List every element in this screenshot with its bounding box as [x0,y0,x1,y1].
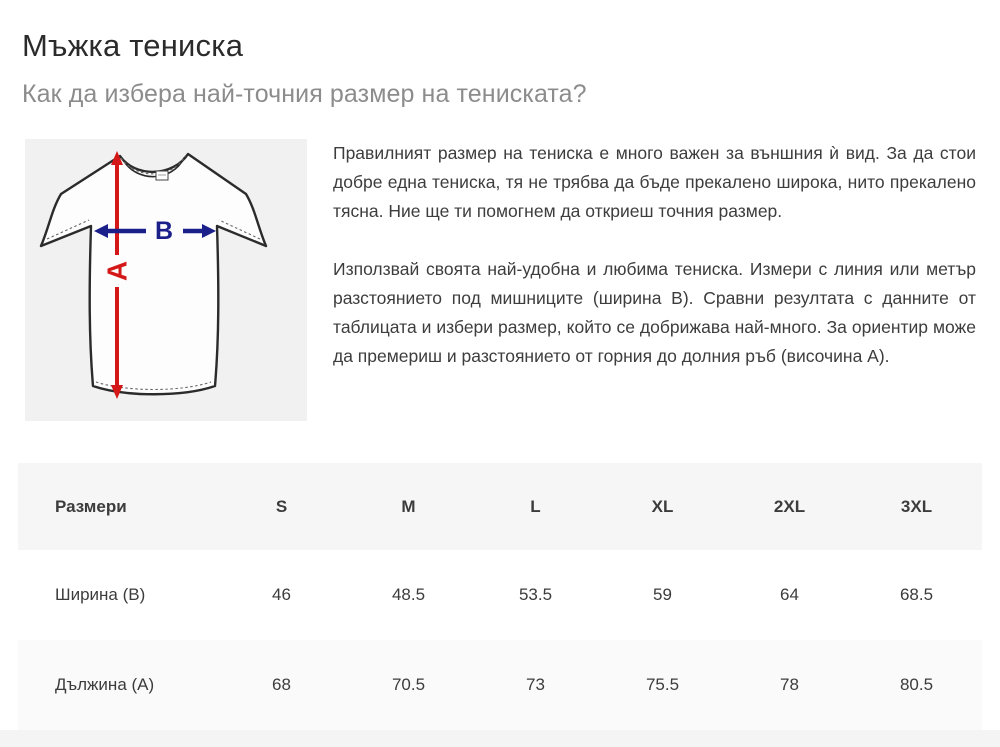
width-value-s: 46 [272,585,291,604]
intro-paragraph-2: Използвай своята най-удобна и любима тен… [333,259,976,366]
width-value-m: 48.5 [391,585,426,604]
footer-strip [0,730,1000,747]
page-subtitle: Как да избера най-точния размер на тенис… [22,80,587,108]
header-sizes: Размери [55,496,127,516]
width-label-b: B [155,217,173,245]
height-arrow-a: A [102,151,133,399]
header-size-3xl: 3XL [900,496,933,516]
header-size-m: M [401,496,416,516]
size-table-header-row: Размери S M L XL 2XL 3XL [18,463,982,550]
header-size-l: L [530,496,541,516]
tshirt-measurement-diagram: A B [25,139,307,421]
table-row-width: Ширина (B) 46 48.5 53.5 59 64 68.5 [18,550,982,640]
tshirt-diagram-image: A B [39,151,268,399]
intro-text: Правилният размер на тениска е много важ… [333,139,976,400]
length-value-3xl: 80.5 [899,675,934,694]
width-value-l: 53.5 [518,585,553,604]
row-label-length: Дължина (A) [55,675,155,694]
length-value-l: 73 [526,675,545,694]
collar-tag [155,170,169,181]
header-size-xl: XL [651,496,674,516]
row-label-width: Ширина (B) [55,585,146,604]
height-label-a: A [102,261,133,281]
header-size-s: S [275,496,288,516]
width-value-3xl: 68.5 [899,585,934,604]
table-row-length: Дължина (A) 68 70.5 73 75.5 78 80.5 [18,640,982,730]
width-arrow-b: B [94,217,216,245]
width-value-2xl: 64 [780,585,799,604]
tshirt-stitching [46,155,261,390]
length-value-2xl: 78 [780,675,799,694]
length-value-xl: 75.5 [645,675,680,694]
width-value-xl: 59 [653,585,672,604]
tshirt-outline [39,152,268,396]
page-title: Мъжка тениска [22,28,244,63]
size-table: Размери S M L XL 2XL 3XL Ширина (B) 46 4… [18,463,982,730]
length-value-m: 70.5 [391,675,426,694]
intro-paragraph-1: Правилният размер на тениска е много важ… [333,143,976,221]
length-value-s: 68 [272,675,291,694]
header-size-2xl: 2XL [773,496,806,516]
